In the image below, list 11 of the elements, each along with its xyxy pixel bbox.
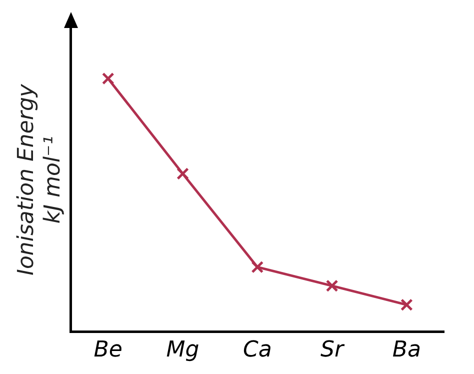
x-tick-label: Sr [320, 338, 346, 363]
x-tick-label: Ca [242, 338, 272, 363]
point [102, 72, 114, 85]
y-axis-title: Ionisation Energy kJ mol⁻¹ [14, 83, 66, 276]
x-tick-label: Mg [166, 338, 200, 363]
point [176, 168, 189, 180]
x-tick-label: Be [94, 338, 122, 363]
point [400, 298, 413, 311]
point [326, 280, 338, 292]
point [251, 260, 264, 274]
x-tick-label: Ba [392, 338, 421, 363]
